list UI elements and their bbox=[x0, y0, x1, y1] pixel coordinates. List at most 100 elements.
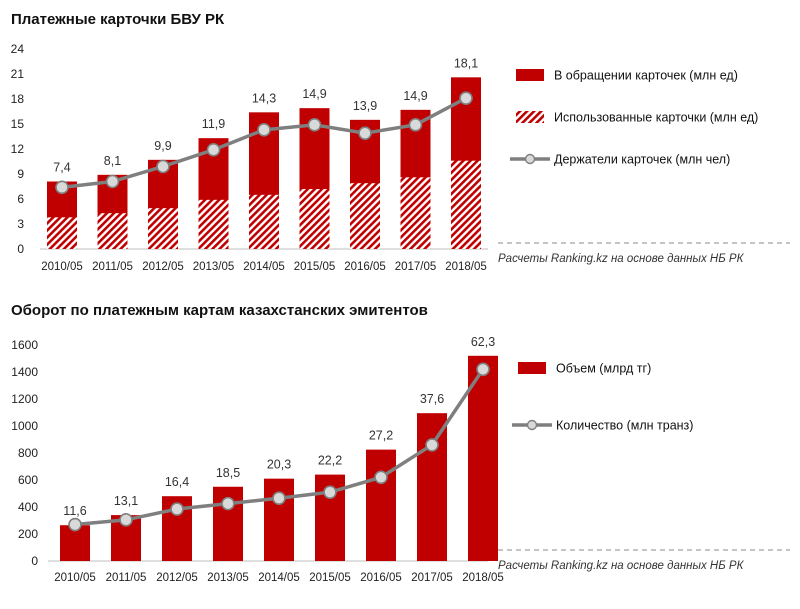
c1-ytick-label: 9 bbox=[17, 167, 24, 181]
c2-xtick-label: 2012/05 bbox=[156, 572, 198, 584]
c2-data-label: 20,3 bbox=[267, 458, 291, 472]
c1-line-marker bbox=[105, 174, 120, 189]
c1-hatched-bar bbox=[299, 189, 330, 249]
c2-xtick-label: 2013/05 bbox=[207, 572, 249, 584]
c1-legend-label: Держатели карточек (млн чел) bbox=[554, 153, 730, 167]
c2-ytick-label: 1600 bbox=[11, 338, 38, 352]
c1-hatched-bar bbox=[249, 194, 279, 249]
c1-ytick-label: 3 bbox=[17, 217, 24, 231]
c1-hatched-bar bbox=[350, 183, 380, 249]
c2-legend-marker bbox=[526, 419, 538, 431]
c2-xtick-label: 2010/05 bbox=[54, 572, 96, 584]
c2-ytick-label: 1400 bbox=[11, 365, 38, 379]
c1-line-marker bbox=[156, 159, 170, 174]
c1-xtick-label: 2010/05 bbox=[41, 261, 83, 273]
c1-ytick-label: 0 bbox=[17, 242, 24, 256]
c2-legend-label: Объем (млрд тг) bbox=[556, 362, 651, 376]
chart2-line bbox=[68, 362, 490, 532]
c2-line-marker bbox=[323, 485, 337, 499]
chart1-legend: В обращении карточек (млн ед) Использован… bbox=[510, 69, 758, 167]
c1-data-label: 7,4 bbox=[53, 161, 70, 175]
c2-data-label: 37,6 bbox=[420, 392, 444, 406]
c1-line-marker bbox=[206, 143, 221, 157]
c1-line-marker bbox=[358, 126, 372, 140]
c1-data-label: 14,9 bbox=[403, 89, 427, 103]
c2-line-marker bbox=[272, 491, 286, 506]
c1-hatched-bar bbox=[400, 177, 431, 249]
c1-legend-label: Использованные карточки (млн ед) bbox=[554, 111, 758, 125]
c2-xtick-label: 2016/05 bbox=[360, 572, 402, 584]
c2-xtick-label: 2011/05 bbox=[106, 572, 147, 584]
c2-ytick-label: 200 bbox=[18, 527, 38, 541]
chart2-source: Расчеты Ranking.kz на основе данных НБ Р… bbox=[498, 560, 745, 572]
c1-data-label: 8,1 bbox=[104, 154, 121, 168]
c1-ytick-label: 24 bbox=[11, 42, 25, 56]
c1-legend-swatch bbox=[516, 69, 544, 81]
chart2-legend: Объем (млрд тг) Количество (млн транз) bbox=[512, 362, 693, 433]
c2-ytick-label: 1200 bbox=[11, 392, 38, 406]
c1-ytick-label: 12 bbox=[11, 142, 25, 156]
c2-xtick-label: 2017/05 bbox=[411, 572, 453, 584]
c2-line-marker bbox=[119, 513, 133, 527]
c2-line-marker bbox=[170, 502, 184, 516]
c2-data-label: 18,5 bbox=[216, 466, 240, 480]
c2-line-marker bbox=[476, 362, 490, 377]
c1-hatched-bar bbox=[198, 199, 229, 249]
c2-ytick-label: 1000 bbox=[11, 419, 38, 433]
c1-hatched-bar bbox=[148, 208, 178, 249]
c1-hatched-bar bbox=[47, 217, 77, 249]
c2-data-label: 22,2 bbox=[318, 454, 342, 468]
c1-xtick-label: 2017/05 bbox=[395, 261, 437, 273]
c2-bar bbox=[468, 355, 498, 561]
c1-line-marker bbox=[459, 91, 473, 105]
c2-data-label: 16,4 bbox=[165, 475, 189, 489]
c2-ytick-label: 400 bbox=[18, 500, 38, 514]
c2-data-label: 11,6 bbox=[63, 504, 86, 518]
c2-xtick-label: 2018/05 bbox=[462, 572, 504, 584]
c2-data-label: 62,3 bbox=[471, 335, 495, 349]
c1-line-marker bbox=[257, 123, 271, 137]
c1-ytick-label: 21 bbox=[11, 67, 25, 81]
c1-hatched-bar bbox=[451, 160, 481, 249]
chart1-source: Расчеты Ranking.kz на основе данных НБ Р… bbox=[498, 253, 745, 265]
c2-bar bbox=[366, 449, 396, 561]
c1-data-label: 14,3 bbox=[252, 91, 276, 105]
c1-xtick-label: 2012/05 bbox=[142, 261, 184, 273]
chart1-line bbox=[55, 91, 473, 195]
c1-data-label: 9,9 bbox=[154, 139, 171, 153]
c1-xtick-label: 2011/05 bbox=[92, 261, 133, 273]
c2-xtick-label: 2015/05 bbox=[309, 572, 351, 584]
c1-hatched-bar bbox=[97, 213, 128, 249]
c1-line-marker bbox=[408, 118, 423, 132]
c2-line-marker bbox=[68, 517, 82, 532]
c1-data-label: 11,9 bbox=[202, 117, 225, 131]
c1-data-label: 18,1 bbox=[454, 56, 478, 70]
c1-xtick-label: 2015/05 bbox=[294, 261, 336, 273]
c2-legend-swatch bbox=[518, 362, 546, 374]
c1-line-marker bbox=[307, 118, 322, 132]
c2-legend-label: Количество (млн транз) bbox=[556, 419, 693, 433]
c1-legend-label: В обращении карточек (млн ед) bbox=[554, 69, 738, 83]
c1-legend-swatch-hatched bbox=[516, 111, 544, 123]
c2-ytick-label: 0 bbox=[31, 554, 38, 568]
chart2-title: Оборот по платежным картам казахстанских… bbox=[11, 302, 428, 319]
c1-xtick-label: 2014/05 bbox=[243, 261, 285, 273]
c1-legend-marker bbox=[524, 153, 536, 165]
c2-line-marker bbox=[425, 438, 439, 452]
chart1-data-labels: 7,4 8,1 9,9 11,9 14,3 14,9 13,9 14,9 18,1 bbox=[53, 56, 478, 174]
c1-data-label: 13,9 bbox=[353, 99, 377, 113]
c2-ytick-label: 800 bbox=[18, 446, 38, 460]
c2-xtick-label: 2014/05 bbox=[258, 572, 300, 584]
c2-bar bbox=[417, 413, 447, 561]
c1-ytick-label: 6 bbox=[17, 192, 24, 206]
c1-ytick-label: 15 bbox=[11, 117, 25, 131]
c1-xtick-label: 2018/05 bbox=[445, 261, 487, 273]
c1-line-marker bbox=[55, 180, 69, 195]
c1-xtick-label: 2016/05 bbox=[344, 261, 386, 273]
c1-data-label: 14,9 bbox=[302, 87, 326, 101]
chart1-title: Платежные карточки БВУ РК bbox=[11, 11, 225, 28]
c2-line-marker bbox=[374, 470, 388, 485]
c1-ytick-label: 18 bbox=[11, 92, 25, 106]
c2-data-label: 27,2 bbox=[369, 429, 393, 443]
